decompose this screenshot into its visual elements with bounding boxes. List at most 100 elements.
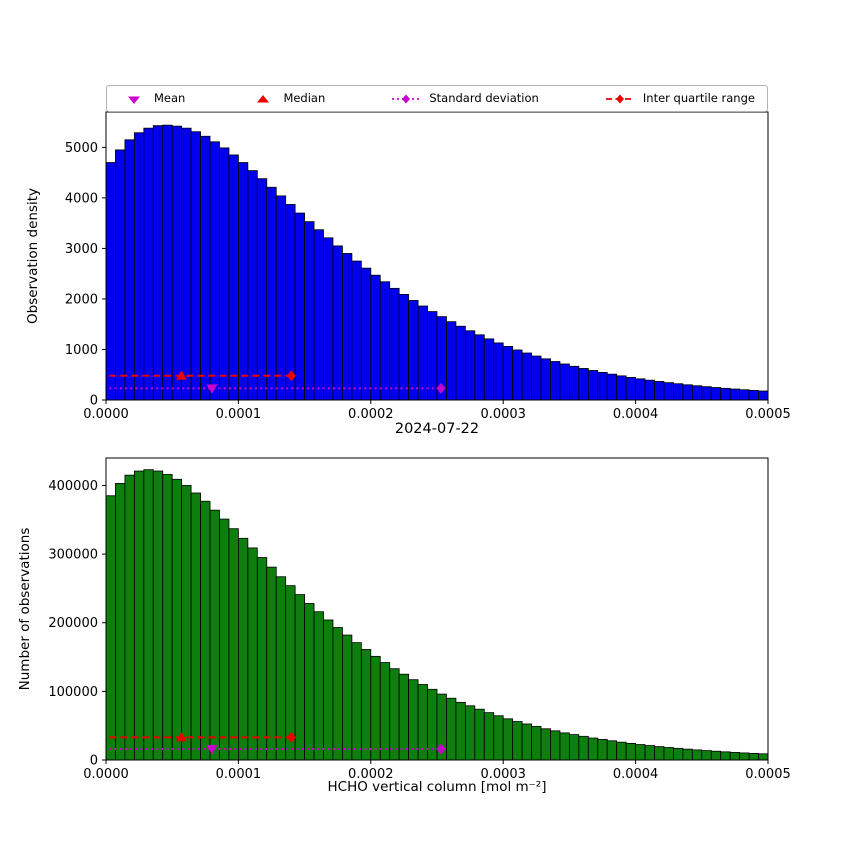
histogram-bar	[115, 149, 126, 401]
histogram-bar	[105, 495, 116, 761]
histogram-bar	[351, 260, 362, 401]
x-tick-label: 0.0004	[613, 767, 659, 782]
histogram-bar	[200, 135, 211, 401]
x-tick-label: 0.0001	[216, 407, 262, 422]
histogram-bar	[720, 387, 731, 401]
legend-item-std: Standard deviation	[390, 90, 539, 106]
histogram-bar	[540, 358, 551, 401]
axes-frame	[105, 111, 769, 401]
histogram-bar	[360, 649, 372, 761]
histogram-bar	[616, 741, 627, 761]
histogram-bar	[219, 518, 230, 761]
histogram-bar	[512, 349, 523, 401]
histogram-bar	[389, 668, 400, 761]
histogram-bar	[133, 470, 145, 761]
histogram-bar	[578, 368, 589, 401]
histogram-bar	[502, 718, 514, 761]
histogram-bar	[427, 311, 438, 401]
x-tick-label: 0.0000	[83, 767, 129, 782]
median-marker	[175, 731, 187, 742]
y-tick-label: 2000	[65, 292, 98, 307]
histogram-bar	[739, 389, 750, 401]
histogram-bar	[512, 721, 523, 761]
histogram-bar	[256, 178, 268, 401]
histogram-bar	[540, 728, 551, 761]
histogram-bar	[739, 752, 750, 761]
histogram-bar	[266, 186, 277, 401]
histogram-bar	[143, 127, 154, 401]
y-tick-label: 100000	[48, 685, 98, 700]
legend-label-std: Standard deviation	[429, 90, 539, 105]
histogram-bar	[569, 734, 580, 761]
histogram-bar	[285, 204, 296, 401]
histogram-bar	[323, 619, 334, 761]
histogram-bar	[635, 744, 646, 761]
axes-frame	[105, 457, 769, 761]
histogram-bar	[294, 212, 305, 401]
x-tick-label: 0.0003	[480, 767, 526, 782]
histogram-bar	[531, 725, 542, 761]
histogram-bar	[691, 749, 703, 761]
std-deviation-end-marker	[436, 382, 446, 394]
mean-marker	[206, 384, 218, 394]
histogram-bar	[304, 603, 315, 761]
y-tick-label: 300000	[48, 548, 98, 563]
histogram-bar	[398, 293, 410, 401]
histogram-bar	[228, 154, 239, 401]
y-tick-label: 0	[90, 394, 98, 409]
histogram-bar	[559, 732, 570, 761]
histogram-bar	[729, 388, 741, 401]
histogram-bar	[464, 330, 476, 401]
x-tick-label: 0.0000	[83, 407, 129, 422]
histogram-bar	[370, 274, 381, 401]
std-deviation-diamond-dotted-icon	[392, 94, 421, 103]
histogram-bar	[304, 221, 315, 401]
histogram-bar	[171, 125, 183, 401]
histogram-bar	[446, 321, 457, 401]
histogram-bar	[710, 387, 722, 401]
histogram-bar	[105, 162, 116, 401]
histogram-bar	[521, 723, 532, 761]
histogram-bar	[483, 338, 495, 401]
y-tick-label: 1000	[65, 343, 98, 358]
histogram-bar	[616, 375, 627, 401]
histogram-bar	[606, 373, 618, 401]
histogram-bar	[408, 679, 419, 761]
histogram-bar	[493, 715, 504, 761]
x-tick-label: 0.0002	[348, 767, 394, 782]
histogram-bar	[152, 125, 164, 401]
histogram-bar	[124, 139, 135, 401]
mean-triangle-down-icon	[128, 96, 140, 104]
histogram-bar	[228, 528, 239, 761]
histogram-bar	[682, 384, 693, 401]
histogram-bar	[379, 281, 391, 401]
histogram-bar	[313, 611, 324, 761]
histogram-bar	[360, 267, 372, 401]
ylabel-number-of-observations: Number of observations	[17, 527, 33, 691]
histogram-bar	[247, 170, 258, 401]
histogram-bar	[748, 389, 759, 401]
histogram-bar	[691, 385, 703, 401]
ylabel-observation-density: Observation density	[25, 188, 41, 324]
histogram-bar	[115, 482, 126, 761]
histogram-bar	[710, 750, 722, 761]
median-triangle-up-icon	[257, 94, 270, 102]
xlabel-hcho-vertical-column: HCHO vertical column [mol m⁻²]	[327, 779, 547, 795]
histogram-bar	[256, 557, 268, 761]
histogram-bar	[578, 735, 589, 761]
histogram-bar	[550, 361, 561, 401]
y-tick-label: 0	[90, 754, 98, 769]
histogram-bar	[389, 287, 400, 401]
mean-marker	[206, 745, 218, 755]
histogram-bar	[550, 730, 561, 761]
iqr-diamond-dashed-icon	[605, 94, 634, 103]
x-tick-label: 0.0002	[348, 407, 394, 422]
histogram-bar	[342, 253, 353, 401]
histogram-bar	[398, 673, 410, 761]
histogram-bar	[720, 751, 731, 761]
legend: Mean Median Standard deviation Inter qua…	[106, 85, 768, 112]
y-tick-label: 3000	[65, 242, 98, 257]
std-deviation-end-marker	[436, 743, 446, 755]
histogram-bar	[729, 751, 741, 761]
